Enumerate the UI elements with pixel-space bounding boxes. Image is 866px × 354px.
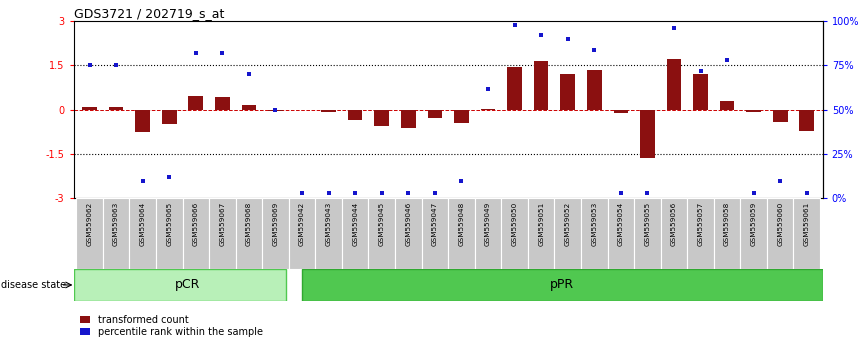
Text: GSM559059: GSM559059: [751, 202, 757, 246]
Bar: [554, 198, 581, 269]
Bar: [608, 198, 634, 269]
Bar: [634, 198, 661, 269]
Bar: [507, 67, 522, 110]
Bar: [720, 102, 734, 110]
Bar: [348, 110, 363, 120]
Text: GSM559065: GSM559065: [166, 202, 172, 246]
Bar: [401, 110, 416, 128]
Text: GSM559054: GSM559054: [617, 202, 624, 246]
Bar: [528, 198, 554, 269]
Text: GSM559047: GSM559047: [432, 202, 438, 246]
Bar: [767, 198, 793, 269]
Bar: [799, 110, 814, 131]
Bar: [533, 61, 548, 110]
Bar: [189, 97, 204, 110]
Bar: [368, 198, 395, 269]
Bar: [109, 107, 124, 110]
Text: GSM559051: GSM559051: [538, 202, 544, 246]
Bar: [481, 109, 495, 110]
Bar: [740, 198, 767, 269]
Bar: [129, 198, 156, 269]
Text: GSM559063: GSM559063: [113, 202, 120, 246]
Bar: [587, 70, 602, 110]
Bar: [448, 198, 475, 269]
Bar: [667, 59, 682, 110]
Text: GSM559069: GSM559069: [273, 202, 279, 246]
Text: GSM559056: GSM559056: [671, 202, 677, 246]
Bar: [772, 110, 787, 122]
Text: GSM559053: GSM559053: [591, 202, 598, 246]
Text: GSM559057: GSM559057: [697, 202, 703, 246]
Text: pCR: pCR: [175, 279, 201, 291]
Bar: [640, 110, 655, 158]
Bar: [342, 198, 368, 269]
Bar: [288, 198, 315, 269]
Bar: [156, 198, 183, 269]
Bar: [183, 198, 209, 269]
Text: GSM559044: GSM559044: [352, 202, 359, 246]
Text: GSM559043: GSM559043: [326, 202, 332, 246]
Text: GSM559050: GSM559050: [512, 202, 518, 246]
Bar: [76, 198, 103, 269]
Text: GSM559068: GSM559068: [246, 202, 252, 246]
Bar: [613, 110, 628, 113]
Bar: [422, 198, 448, 269]
Text: GSM559042: GSM559042: [299, 202, 305, 246]
Bar: [302, 269, 823, 301]
Bar: [74, 269, 286, 301]
Bar: [793, 198, 820, 269]
Bar: [374, 110, 389, 126]
Bar: [454, 110, 469, 123]
Bar: [82, 107, 97, 110]
Bar: [162, 110, 177, 125]
Bar: [661, 198, 688, 269]
Bar: [746, 110, 761, 112]
Bar: [315, 198, 342, 269]
Bar: [135, 110, 150, 132]
Text: GSM559066: GSM559066: [193, 202, 199, 246]
Bar: [581, 198, 608, 269]
Bar: [714, 198, 740, 269]
Bar: [242, 105, 256, 110]
Text: GSM559052: GSM559052: [565, 202, 571, 246]
Bar: [215, 97, 229, 110]
Text: GSM559055: GSM559055: [644, 202, 650, 246]
Text: GSM559064: GSM559064: [139, 202, 145, 246]
Text: disease state: disease state: [1, 280, 66, 290]
Text: GSM559048: GSM559048: [458, 202, 464, 246]
Bar: [395, 198, 422, 269]
Text: GSM559062: GSM559062: [87, 202, 93, 246]
Bar: [268, 110, 283, 111]
Bar: [236, 198, 262, 269]
Bar: [475, 198, 501, 269]
Text: GSM559067: GSM559067: [219, 202, 225, 246]
Legend: transformed count, percentile rank within the sample: transformed count, percentile rank withi…: [79, 313, 265, 339]
Bar: [103, 198, 129, 269]
Bar: [262, 198, 288, 269]
Bar: [321, 110, 336, 112]
Bar: [209, 198, 236, 269]
Text: GSM559049: GSM559049: [485, 202, 491, 246]
Bar: [428, 110, 443, 118]
Text: pPR: pPR: [550, 279, 574, 291]
Text: GSM559045: GSM559045: [378, 202, 385, 246]
Text: GSM559060: GSM559060: [777, 202, 783, 246]
Text: GSM559061: GSM559061: [804, 202, 810, 246]
Bar: [688, 198, 714, 269]
Bar: [560, 74, 575, 110]
Bar: [693, 74, 708, 110]
Text: GSM559046: GSM559046: [405, 202, 411, 246]
Bar: [501, 198, 528, 269]
Text: GDS3721 / 202719_s_at: GDS3721 / 202719_s_at: [74, 7, 224, 20]
Text: GSM559058: GSM559058: [724, 202, 730, 246]
